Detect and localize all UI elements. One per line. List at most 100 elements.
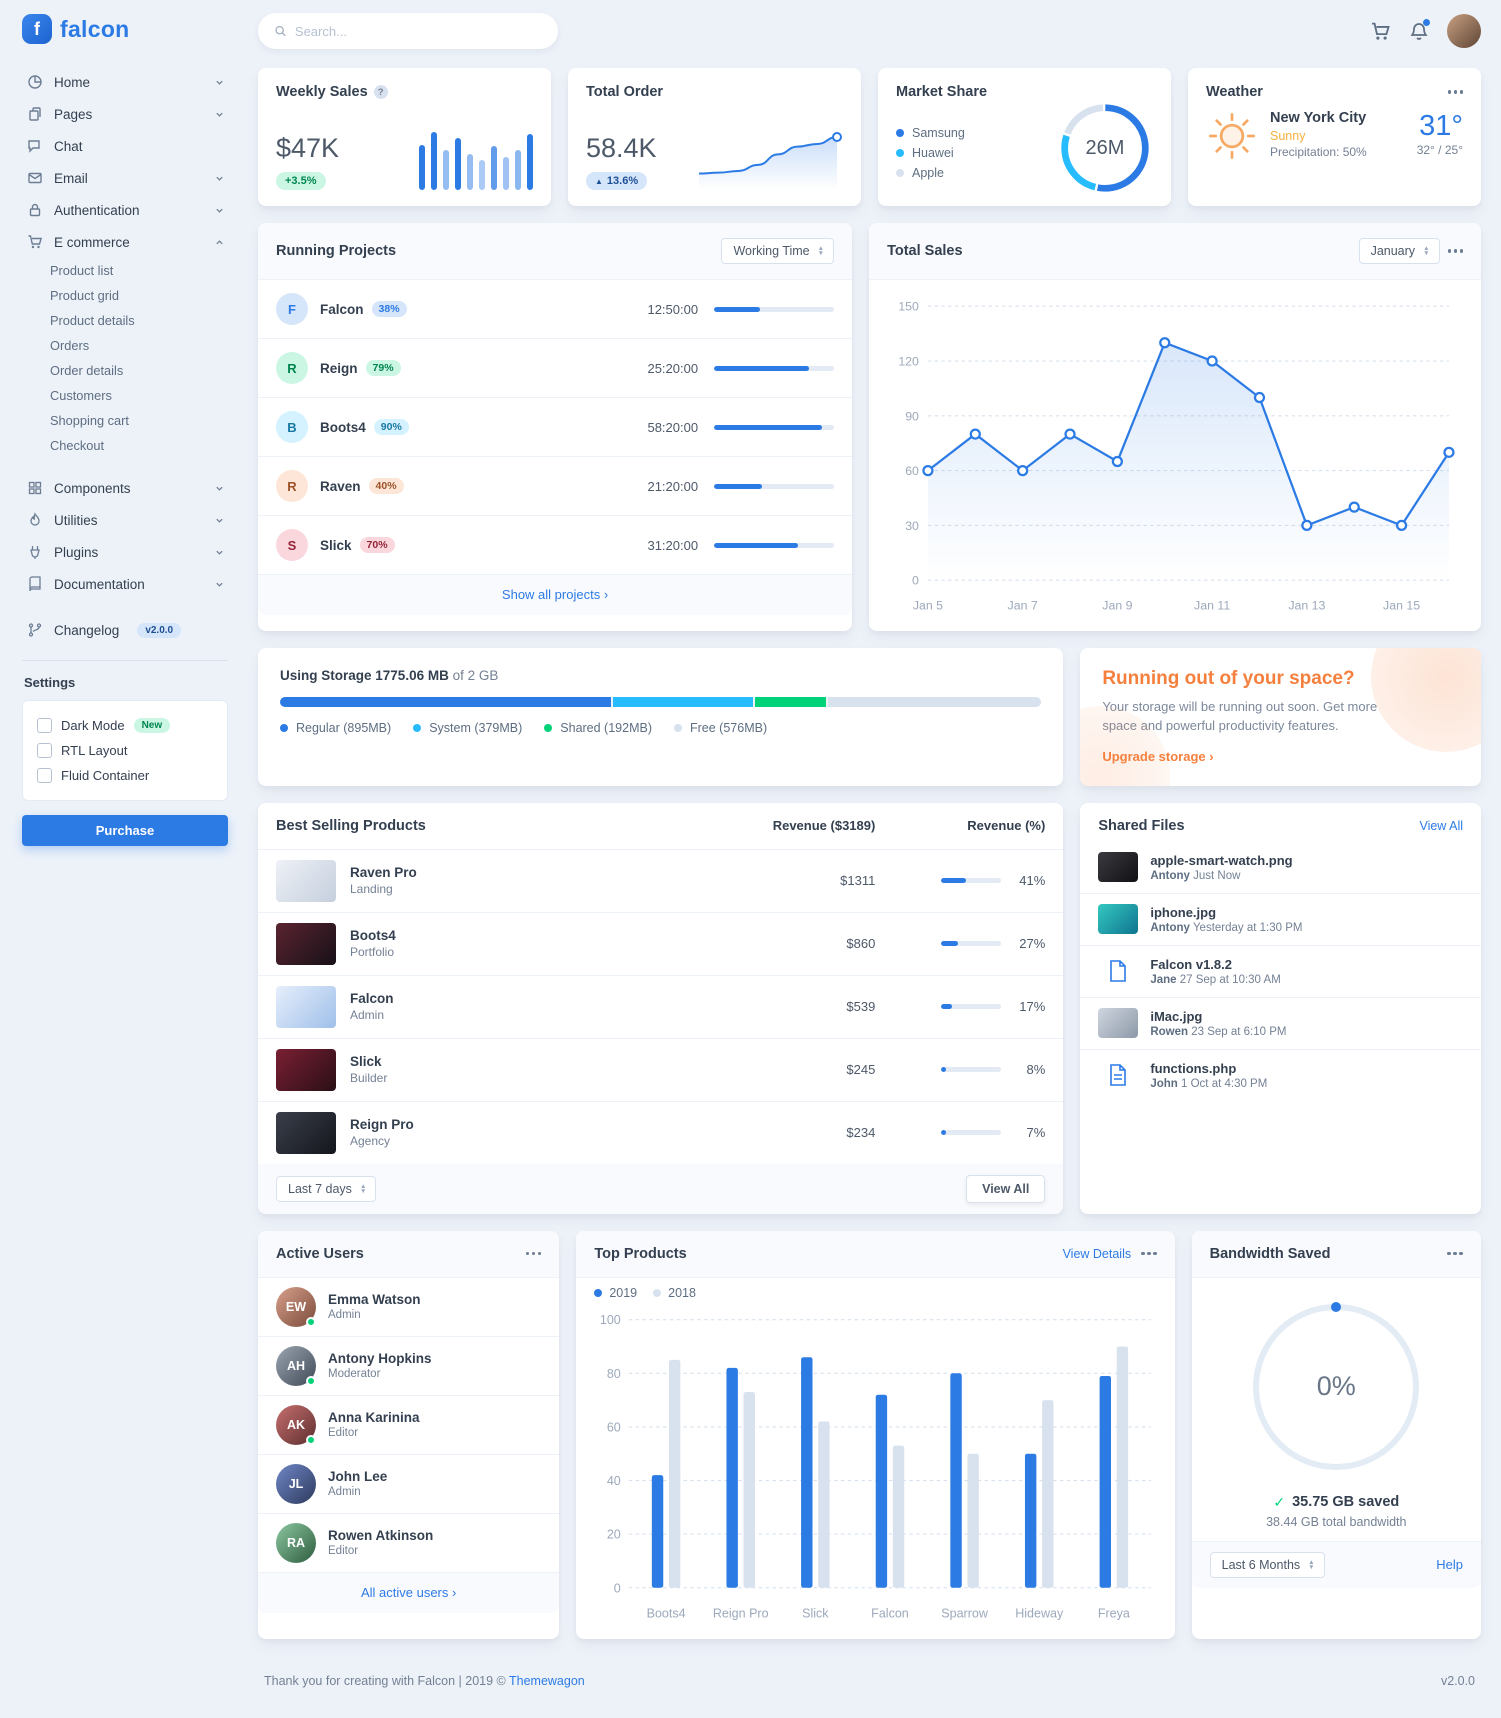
ellipsis-menu-icon[interactable] bbox=[1448, 243, 1464, 259]
sidebar-item-authentication[interactable]: Authentication bbox=[22, 194, 228, 226]
sidebar-item-product-list[interactable]: Product list bbox=[50, 263, 114, 278]
sidebar-item-order-details[interactable]: Order details bbox=[50, 363, 124, 378]
period-select[interactable]: Last 6 Months ▲ ▼ bbox=[1209, 1551, 1325, 1578]
notifications-bell-icon[interactable] bbox=[1409, 18, 1430, 42]
active-user-item[interactable]: AK Anna Karinina Editor bbox=[258, 1396, 560, 1455]
user-name[interactable]: Anna Karinina bbox=[328, 1410, 420, 1426]
sidebar-item-orders[interactable]: Orders bbox=[50, 338, 90, 353]
file-name[interactable]: Falcon v1.8.2 bbox=[1150, 956, 1232, 972]
product-name[interactable]: Falcon bbox=[350, 991, 394, 1007]
purchase-button[interactable]: Purchase bbox=[22, 815, 228, 846]
checkbox[interactable] bbox=[37, 718, 52, 733]
ellipsis-menu-icon[interactable] bbox=[1447, 1246, 1463, 1262]
product-name[interactable]: Raven Pro bbox=[350, 865, 417, 881]
active-user-item[interactable]: JL John Lee Admin bbox=[258, 1455, 560, 1514]
sidebar-item-customers[interactable]: Customers bbox=[50, 388, 112, 403]
sidebar-item-product-details[interactable]: Product details bbox=[50, 313, 135, 328]
search-box[interactable] bbox=[258, 13, 558, 49]
sidebar-item-home[interactable]: Home bbox=[22, 66, 228, 98]
product-thumbnail[interactable] bbox=[276, 985, 336, 1028]
date-range-select[interactable]: Last 7 days ▲ ▼ bbox=[276, 1175, 377, 1202]
show-all-projects-link[interactable]: Show all projects bbox=[502, 587, 608, 602]
product-category[interactable]: Landing bbox=[350, 882, 393, 897]
sidebar-item-checkout[interactable]: Checkout bbox=[50, 438, 105, 453]
project-name[interactable]: Raven bbox=[320, 478, 361, 494]
legend-item[interactable]: Samsung bbox=[896, 123, 965, 143]
sidebar-item-utilities[interactable]: Utilities bbox=[22, 504, 228, 536]
table-row[interactable]: Falcon Admin $539 17% bbox=[258, 976, 1064, 1039]
project-row[interactable]: R Reign 79% 25:20:00 bbox=[258, 339, 853, 398]
sidebar-item-plugins[interactable]: Plugins bbox=[22, 536, 228, 568]
file-name[interactable]: functions.php bbox=[1150, 1060, 1237, 1076]
user-name[interactable]: Antony Hopkins bbox=[328, 1351, 432, 1367]
file-name[interactable]: iMac.jpg bbox=[1150, 1008, 1203, 1024]
ellipsis-menu-icon[interactable] bbox=[1448, 84, 1464, 100]
project-name[interactable]: Boots4 bbox=[320, 419, 366, 435]
working-time-select[interactable]: Working Time ▲ ▼ bbox=[721, 238, 835, 264]
all-active-users-link[interactable]: All active users bbox=[361, 1585, 456, 1600]
user-name[interactable]: John Lee bbox=[328, 1469, 388, 1485]
dark-mode-toggle[interactable]: Dark Mode New bbox=[37, 713, 213, 738]
product-thumbnail[interactable] bbox=[276, 922, 336, 965]
shared-file-item[interactable]: Falcon v1.8.2 Jane 27 Sep at 10:30 AM bbox=[1080, 946, 1481, 998]
product-name[interactable]: Boots4 bbox=[350, 928, 396, 944]
brand-logo[interactable]: f falcon bbox=[22, 14, 228, 44]
upgrade-storage-link[interactable]: Upgrade storage bbox=[1102, 749, 1213, 764]
project-row[interactable]: R Raven 40% 21:20:00 bbox=[258, 457, 853, 516]
active-user-item[interactable]: EW Emma Watson Admin bbox=[258, 1278, 560, 1337]
product-thumbnail[interactable] bbox=[276, 1111, 336, 1154]
table-row[interactable]: Boots4 Portfolio $860 27% bbox=[258, 913, 1064, 976]
user-avatar[interactable] bbox=[1447, 14, 1481, 48]
legend-item[interactable]: 2019 bbox=[594, 1286, 637, 1300]
sidebar-item-ecommerce[interactable]: E commerce bbox=[22, 226, 228, 258]
view-all-button[interactable]: View All bbox=[966, 1174, 1046, 1203]
themewagon-link[interactable]: Themewagon bbox=[509, 1673, 585, 1688]
sidebar-item-changelog[interactable]: Changelog v2.0.0 bbox=[22, 614, 228, 646]
ellipsis-menu-icon[interactable] bbox=[1141, 1246, 1157, 1262]
sidebar-item-documentation[interactable]: Documentation bbox=[22, 568, 228, 600]
product-category[interactable]: Agency bbox=[350, 1134, 391, 1149]
shared-file-item[interactable]: functions.php John 1 Oct at 4:30 PM bbox=[1080, 1050, 1481, 1101]
active-user-item[interactable]: AH Antony Hopkins Moderator bbox=[258, 1337, 560, 1396]
table-row[interactable]: Raven Pro Landing $1311 41% bbox=[258, 850, 1064, 913]
project-row[interactable]: B Boots4 90% 58:20:00 bbox=[258, 398, 853, 457]
table-row[interactable]: Reign Pro Agency $234 7% bbox=[258, 1102, 1063, 1164]
sidebar-item-components[interactable]: Components bbox=[22, 472, 228, 504]
product-name[interactable]: Reign Pro bbox=[350, 1117, 414, 1133]
product-thumbnail[interactable] bbox=[276, 859, 336, 902]
sidebar-item-product-grid[interactable]: Product grid bbox=[50, 288, 119, 303]
table-row[interactable]: Slick Builder $245 8% bbox=[258, 1039, 1064, 1102]
sidebar-item-shopping-cart[interactable]: Shopping cart bbox=[50, 413, 129, 428]
file-name[interactable]: apple-smart-watch.png bbox=[1150, 852, 1293, 868]
product-thumbnail[interactable] bbox=[276, 1048, 336, 1091]
search-input[interactable] bbox=[294, 23, 542, 39]
project-name[interactable]: Reign bbox=[320, 360, 358, 376]
shared-file-item[interactable]: apple-smart-watch.png Antony Just Now bbox=[1080, 842, 1481, 894]
fluid-container-toggle[interactable]: Fluid Container bbox=[37, 763, 213, 788]
file-name[interactable]: iphone.jpg bbox=[1150, 904, 1217, 920]
sidebar-item-email[interactable]: Email bbox=[22, 162, 228, 194]
legend-item[interactable]: Huawei bbox=[896, 143, 965, 163]
project-row[interactable]: F Falcon 38% 12:50:00 bbox=[258, 280, 853, 339]
user-name[interactable]: Emma Watson bbox=[328, 1292, 421, 1308]
view-all-link[interactable]: View All bbox=[1419, 818, 1463, 833]
product-category[interactable]: Admin bbox=[350, 1008, 385, 1023]
shared-file-item[interactable]: iphone.jpg Antony Yesterday at 1:30 PM bbox=[1080, 894, 1481, 946]
checkbox[interactable] bbox=[37, 768, 52, 783]
product-name[interactable]: Slick bbox=[350, 1054, 382, 1070]
active-user-item[interactable]: RA Rowen Atkinson Editor bbox=[258, 1514, 559, 1572]
checkbox[interactable] bbox=[37, 743, 52, 758]
legend-item[interactable]: Apple bbox=[896, 163, 965, 183]
rtl-layout-toggle[interactable]: RTL Layout bbox=[37, 738, 213, 763]
project-name[interactable]: Falcon bbox=[320, 301, 364, 317]
view-details-link[interactable]: View Details bbox=[1062, 1246, 1132, 1261]
project-row[interactable]: S Slick 70% 31:20:00 bbox=[258, 516, 852, 574]
sidebar-item-pages[interactable]: Pages bbox=[22, 98, 228, 130]
ellipsis-menu-icon[interactable] bbox=[526, 1246, 542, 1262]
help-icon[interactable] bbox=[373, 85, 388, 99]
help-link[interactable]: Help bbox=[1436, 1557, 1463, 1573]
shopping-cart-icon[interactable] bbox=[1370, 21, 1391, 42]
product-category[interactable]: Builder bbox=[350, 1071, 388, 1086]
month-select[interactable]: January ▲ ▼ bbox=[1358, 238, 1440, 264]
project-name[interactable]: Slick bbox=[320, 537, 352, 553]
